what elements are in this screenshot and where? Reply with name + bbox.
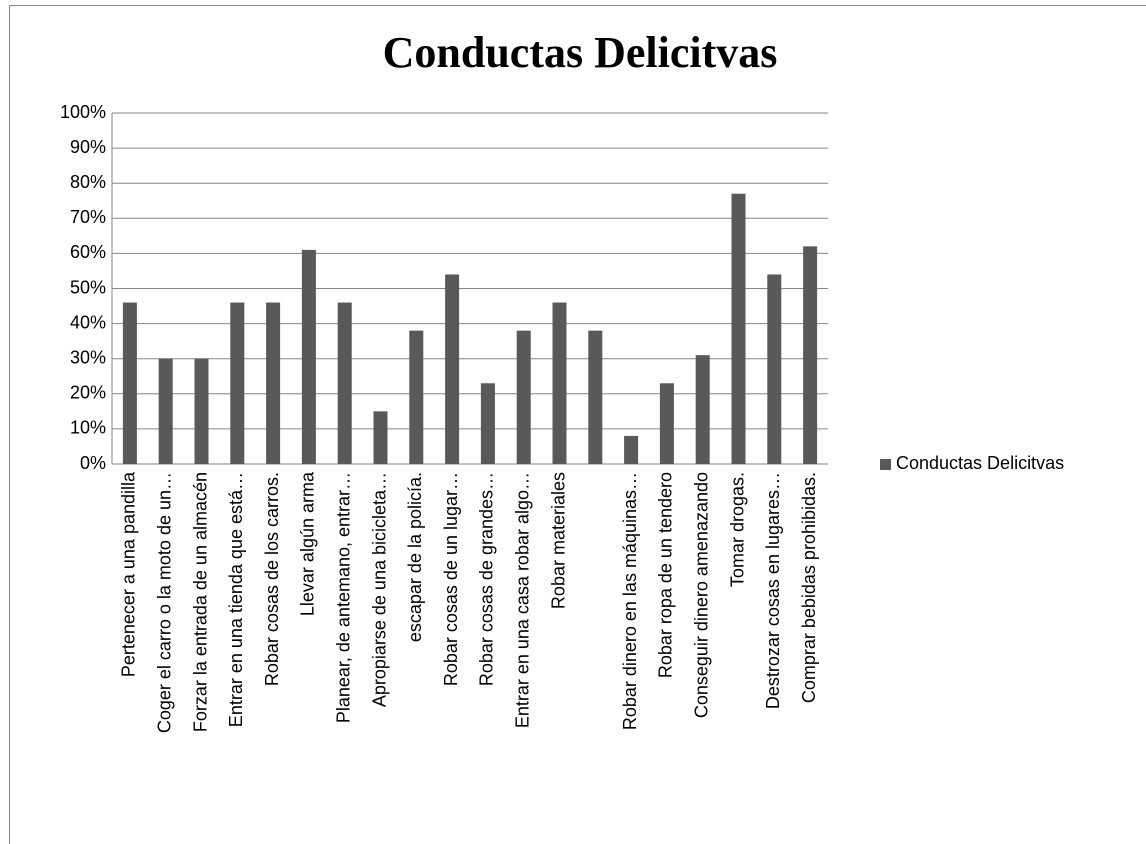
x-tick-label: Apropiarse de una bicicleta… [369, 472, 389, 707]
x-tick-label: Entrar en una tienda que está… [226, 472, 246, 727]
x-tick-label: Pertenecer a una pandilla [119, 471, 139, 677]
bar [230, 302, 245, 464]
y-tick-label: 30% [70, 347, 106, 367]
y-tick-label: 50% [70, 277, 106, 297]
x-tick-label: Robar cosas de un lugar… [441, 472, 461, 686]
x-tick-label: Robar cosas de grandes… [477, 472, 497, 686]
x-tick-label: Llevar algún arma [298, 471, 318, 616]
y-tick-label: 70% [70, 207, 106, 227]
x-tick-label: Planear, de antemano, entrar… [333, 472, 353, 723]
bar [767, 274, 782, 464]
bar [301, 249, 316, 464]
bar [445, 274, 460, 464]
x-tick-label: Conseguir dinero amenazando [691, 472, 711, 718]
bar [409, 330, 424, 464]
x-tick-label: Coger el carro o la moto de un… [154, 472, 174, 733]
y-tick-label: 10% [70, 418, 106, 438]
y-tick-label: 90% [70, 137, 106, 157]
x-tick-label: escapar de la policía. [405, 472, 425, 642]
y-tick-label: 0% [80, 453, 106, 473]
x-tick-label: Entrar en una casa robar algo… [512, 472, 532, 728]
bar [803, 246, 818, 464]
x-tick-label: Destrozar cosas en lugares… [763, 472, 783, 709]
x-tick-label: Comprar bebidas prohibidas. [799, 472, 819, 703]
bar [122, 302, 137, 464]
y-tick-label: 40% [70, 312, 106, 332]
bar [516, 330, 531, 464]
bar [552, 302, 567, 464]
bar [266, 302, 281, 464]
x-tick-label: Robar ropa de un tendero [656, 472, 676, 678]
legend-label: Conductas Delicitvas [896, 453, 1064, 473]
bar [624, 435, 639, 464]
y-tick-label: 100% [60, 102, 106, 122]
bar [731, 193, 746, 465]
y-tick-label: 20% [70, 383, 106, 403]
x-tick-label: Robar materiales [548, 472, 568, 609]
chart-frame [9, 5, 1146, 844]
x-tick-label: Robar cosas de los carros. [262, 472, 282, 686]
bar [158, 358, 173, 464]
chart-title: Conductas Delicitvas [383, 28, 778, 77]
y-tick-label: 60% [70, 242, 106, 262]
x-tick-label: Forzar la entrada de un almacén [190, 472, 210, 732]
bar [480, 383, 495, 464]
bar [659, 383, 674, 464]
bar [194, 358, 209, 464]
legend-swatch [880, 459, 891, 470]
x-tick-label: Robar dinero en las máquinas… [620, 472, 640, 730]
y-tick-label: 80% [70, 172, 106, 192]
bar [588, 330, 603, 464]
bar [373, 411, 388, 464]
bar [337, 302, 352, 464]
bar [695, 355, 710, 464]
x-tick-label: Tomar drogas. [727, 472, 747, 587]
